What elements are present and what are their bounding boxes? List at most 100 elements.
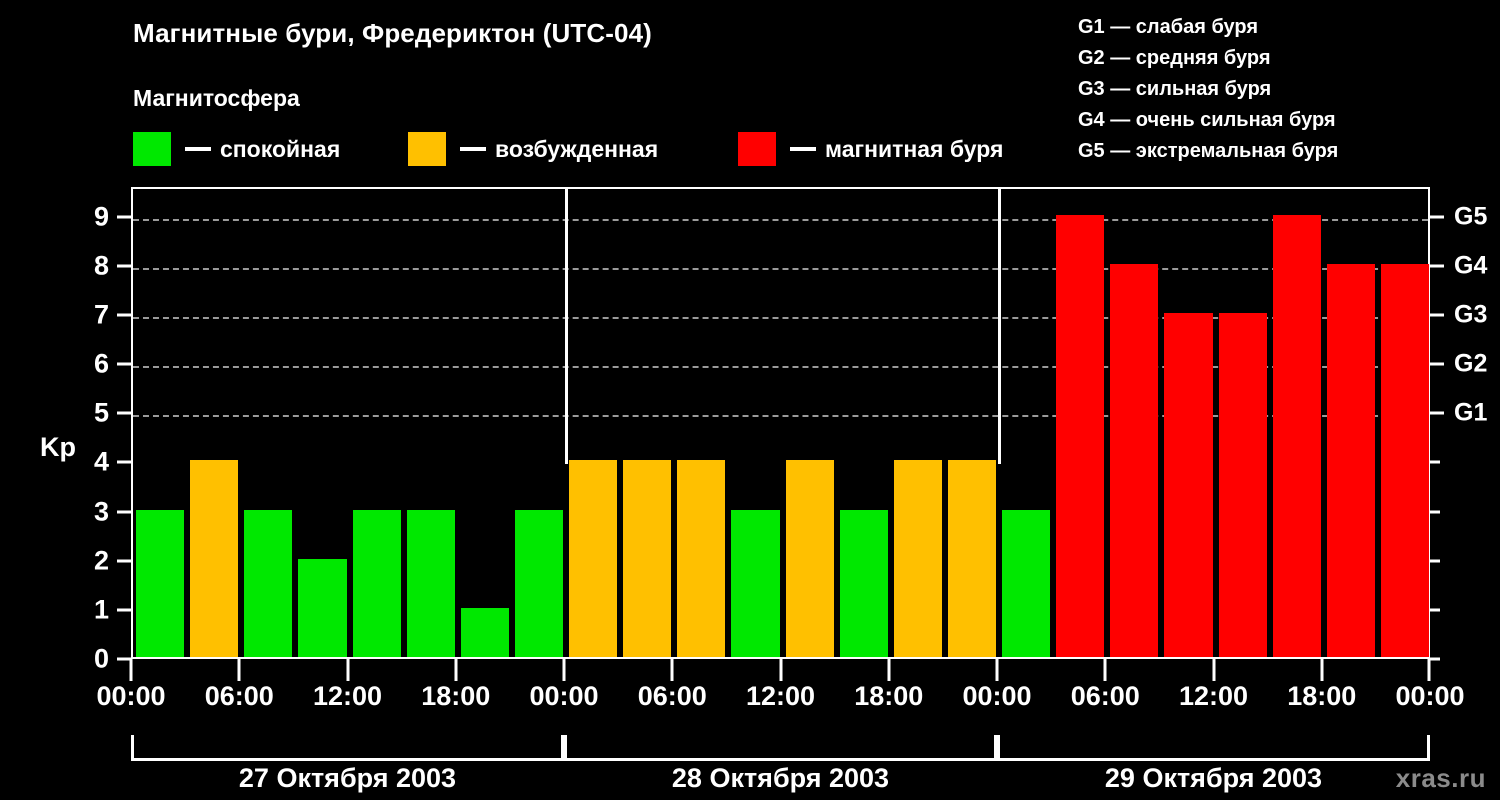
- bar: [1002, 509, 1051, 657]
- y-tick-label: 6: [93, 348, 109, 379]
- legend-dash-icon: [460, 147, 486, 151]
- y-tick-label: 7: [93, 299, 109, 330]
- bar: [569, 460, 618, 657]
- y-tick-label: 3: [93, 496, 109, 526]
- bar: [893, 460, 942, 657]
- date-bracket: [564, 735, 997, 761]
- bar: [785, 460, 834, 657]
- bar-series: [133, 189, 1429, 657]
- date-label: 27 Октября 2003: [238, 763, 457, 793]
- x-tick-mark: [454, 659, 458, 681]
- storm-scale-legend: G1 — слабая буря G2 — средняя буря G3 — си…: [1078, 12, 1338, 166]
- x-tick-mark: [1103, 659, 1107, 681]
- x-tick-label: 00:00: [96, 681, 166, 711]
- x-tick-mark: [887, 659, 891, 681]
- x-tick-mark: [346, 659, 349, 681]
- bar: [1326, 263, 1375, 657]
- y-tick-mark: [117, 657, 131, 661]
- page-title: Магнитные бури, Фредериктон (UTC-04): [133, 18, 652, 48]
- storm-tick-mark: [1430, 264, 1444, 268]
- y-tick-label: 4: [93, 446, 109, 477]
- x-axis-ticks: [129, 659, 1431, 689]
- x-tick-label: 18:00: [1287, 681, 1357, 711]
- x-tick-mark: [995, 659, 999, 681]
- x-tick-label: 06:00: [204, 681, 274, 711]
- bar: [839, 509, 888, 657]
- storm-scale-row-g5: G5 — экстремальная буря: [1078, 139, 1339, 162]
- bar: [677, 460, 726, 657]
- x-tick-mark: [670, 659, 674, 681]
- storm-tick-label-g2: G2: [1454, 349, 1488, 378]
- bar: [406, 509, 455, 657]
- y-tick-label: 2: [93, 545, 109, 576]
- day-separator: [997, 189, 1001, 465]
- storm-scale-row-g2: G2 — средняя буря: [1078, 46, 1271, 69]
- x-tick-label: 06:00: [1070, 681, 1140, 711]
- x-tick-mark: [129, 659, 133, 681]
- bar: [190, 460, 239, 657]
- storm-axis-minor-tick: [1430, 460, 1440, 464]
- bar: [136, 509, 185, 657]
- storm-scale-row-g3: G3 — сильная буря: [1078, 77, 1272, 100]
- y-tick-mark: [117, 559, 131, 563]
- bar: [1110, 263, 1159, 657]
- bar: [623, 460, 672, 657]
- bar: [514, 509, 563, 657]
- gridline: [133, 415, 1428, 418]
- x-tick-mark: [1212, 659, 1215, 681]
- storm-scale-row-g4: G4 — очень сильная буря: [1078, 108, 1336, 131]
- x-tick-label: 00:00: [962, 681, 1032, 711]
- y-tick-label: 0: [93, 643, 109, 674]
- bar: [298, 558, 347, 657]
- x-axis-labels: 00:00 06:00 12:00 18:00 00:00 06:00 12:00 18:00…: [0, 681, 1500, 727]
- x-tick-label: 00:00: [1395, 681, 1465, 711]
- storm-tick-label-g4: G4: [1454, 251, 1488, 280]
- date-brackets: 27 Октября 2003 28 Октября 2003 29 Октября…: [0, 735, 1500, 800]
- bar: [460, 607, 509, 657]
- x-tick-label: 18:00: [421, 681, 491, 711]
- y-tick-mark: [117, 313, 131, 317]
- bar: [1272, 214, 1321, 657]
- bar: [1380, 263, 1429, 657]
- y-tick-mark: [117, 264, 131, 268]
- y-tick-label: 8: [93, 250, 109, 281]
- x-tick-label: 18:00: [854, 681, 924, 711]
- x-tick-label: 06:00: [637, 681, 707, 711]
- legend-swatch-icon: [738, 132, 776, 166]
- storm-tick-label-g5: G5: [1454, 202, 1488, 230]
- x-tick-mark: [1427, 659, 1431, 681]
- date-label: 28 Октября 2003: [671, 763, 890, 793]
- bar: [1164, 312, 1213, 657]
- date-label: 29 Октября 2003: [1104, 763, 1323, 793]
- storm-tick-mark: [1430, 411, 1444, 415]
- x-tick-mark: [1320, 659, 1324, 681]
- storm-axis-minor-tick: [1430, 608, 1440, 612]
- date-bracket: [997, 735, 1430, 761]
- y-tick-mark: [117, 510, 131, 513]
- magnetosphere-heading: Магнитосфера: [133, 85, 300, 111]
- y-axis: 0 1 2 3 4 5 6 7 8 9: [0, 187, 131, 674]
- y-tick-label: 5: [93, 397, 109, 428]
- legend-swatch-icon: [408, 132, 446, 166]
- legend-item-label: возбужденная: [495, 135, 659, 162]
- day-separator: [564, 189, 568, 465]
- x-tick-label: 00:00: [529, 681, 599, 711]
- y-tick-label: 9: [93, 201, 109, 231]
- y-tick-mark: [117, 460, 131, 464]
- bar: [1056, 214, 1105, 657]
- storm-axis-minor-tick: [1430, 559, 1440, 563]
- gridline: [133, 316, 1428, 319]
- bar: [947, 460, 996, 657]
- gridline: [133, 366, 1428, 368]
- legend-item-label: спокойная: [220, 135, 341, 162]
- x-tick-mark: [779, 659, 782, 681]
- legend-item-quiet: спокойная: [133, 128, 340, 170]
- y-tick-mark: [117, 215, 131, 218]
- legend-dash-icon: [185, 147, 211, 151]
- storm-axis-minor-tick: [1430, 657, 1440, 661]
- storm-tick-label-g3: G3: [1454, 300, 1488, 329]
- storm-tick-mark: [1430, 313, 1444, 317]
- storm-scale-axis: G5 G4 G3 G2 G1: [1430, 187, 1500, 661]
- y-tick-mark: [117, 362, 131, 366]
- storm-tick-mark: [1430, 215, 1444, 218]
